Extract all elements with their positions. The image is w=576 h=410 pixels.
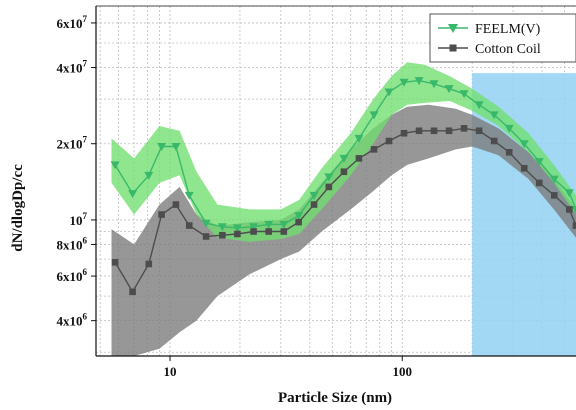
data-point-feelm: [444, 85, 454, 94]
data-point-cotton-coil: [158, 211, 165, 218]
data-point-cotton-coil: [572, 222, 576, 229]
data-point-cotton-coil: [400, 129, 408, 137]
data-point-cotton-coil: [219, 231, 226, 239]
data-point-cotton-coil: [202, 233, 210, 240]
data-point-cotton-coil: [185, 222, 193, 229]
data-point-feelm: [217, 223, 227, 232]
data-point-cotton-coil: [475, 127, 483, 135]
data-point-feelm: [232, 224, 242, 233]
data-point-cotton-coil: [520, 164, 528, 172]
data-point-cotton-coil: [234, 230, 241, 238]
data-point-feelm: [414, 77, 424, 86]
series-markers: [110, 77, 576, 296]
data-point-cotton-coil: [172, 201, 180, 208]
data-point-feelm: [534, 158, 544, 167]
legend-box: [429, 13, 576, 63]
data-point-cotton-coil: [129, 288, 136, 296]
legend: FEELM(V) Cotton Coil: [429, 13, 576, 63]
data-point-cotton-coil: [280, 228, 288, 235]
data-point-cotton-coil: [551, 192, 558, 199]
data-point-feelm: [489, 111, 499, 120]
y-tick-label: 107: [70, 211, 88, 228]
data-point-feelm: [354, 134, 364, 143]
data-point-feelm: [249, 223, 259, 232]
data-point-feelm: [110, 161, 120, 170]
legend-label-cotton-coil: Cotton Coil: [475, 42, 541, 57]
data-point-feelm: [429, 80, 439, 89]
data-point-cotton-coil: [310, 201, 318, 208]
x-tick-label: 10: [164, 364, 177, 379]
y-tick-label: 6x107: [57, 14, 88, 31]
data-point-cotton-coil: [565, 206, 573, 213]
y-axis-title: dN/dlogDp/cc: [10, 164, 26, 252]
data-point-cotton-coil: [535, 179, 543, 187]
data-point-feelm: [369, 111, 379, 120]
legend-label-feelm: FEELM(V): [475, 22, 541, 37]
data-point-feelm: [128, 190, 138, 199]
data-point-feelm: [309, 191, 319, 200]
x-tick-label: 100: [393, 364, 413, 379]
data-point-cotton-coil: [490, 137, 498, 145]
data-point-feelm: [339, 154, 349, 163]
data-point-cotton-coil: [355, 155, 363, 162]
data-point-feelm: [157, 143, 167, 152]
legend-marker-feelm: [448, 24, 458, 33]
confidence-bands: [111, 62, 576, 356]
data-point-feelm: [201, 219, 211, 228]
y-tick-label: 4x106: [57, 312, 88, 329]
data-point-cotton-coil: [325, 183, 333, 191]
data-point-feelm: [564, 189, 574, 198]
axes: 10 100 4x106 6x106 8x106 107 2x107 4x107 6x107: [57, 5, 576, 379]
data-point-cotton-coil: [250, 228, 257, 235]
data-point-feelm: [474, 101, 484, 110]
data-point-cotton-coil: [145, 260, 153, 268]
data-point-cotton-coil: [430, 127, 438, 135]
confidence-band-feelm: [111, 62, 576, 242]
data-point-feelm: [549, 175, 559, 184]
y-tick-label: 2x107: [57, 135, 88, 152]
data-point-feelm: [384, 88, 394, 97]
data-point-cotton-coil: [415, 127, 423, 135]
y-tick-label: 4x107: [57, 59, 88, 76]
data-point-feelm: [504, 124, 514, 133]
data-point-feelm: [519, 140, 529, 149]
data-point-feelm: [399, 78, 409, 87]
data-point-feelm: [144, 171, 154, 180]
data-point-cotton-coil: [295, 218, 302, 226]
y-tick-label: 8x106: [57, 235, 88, 252]
data-point-feelm: [279, 220, 289, 229]
data-point-cotton-coil: [460, 125, 468, 132]
data-point-cotton-coil: [505, 148, 513, 156]
data-point-feelm: [171, 143, 181, 152]
data-point-cotton-coil: [385, 137, 393, 145]
data-point-cotton-coil: [265, 228, 272, 235]
confidence-band-cotton-coil: [111, 104, 576, 356]
data-point-cotton-coil: [340, 168, 348, 176]
data-point-feelm: [459, 90, 469, 99]
data-point-feelm: [184, 191, 194, 200]
data-point-cotton-coil: [370, 146, 378, 153]
x-axis-title: Particle Size (nm): [278, 390, 392, 406]
data-point-feelm: [294, 212, 304, 221]
data-point-feelm: [264, 220, 274, 229]
data-point-feelm: [324, 173, 334, 182]
data-point-cotton-coil: [111, 259, 119, 266]
data-point-cotton-coil: [445, 127, 453, 135]
legend-marker-cotton-coil: [449, 44, 457, 52]
data-point-feelm: [571, 205, 576, 214]
y-tick-label: 6x106: [57, 267, 88, 284]
